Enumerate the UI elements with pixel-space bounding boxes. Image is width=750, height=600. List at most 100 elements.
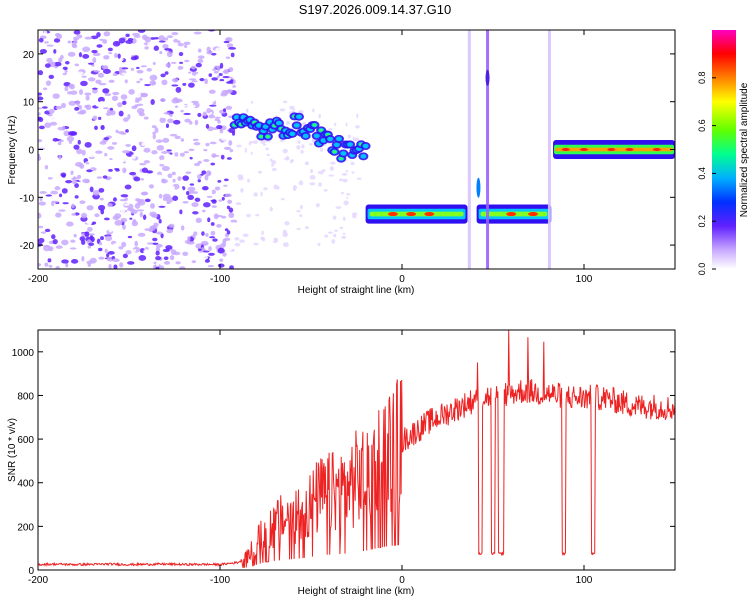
noise-blob <box>189 127 194 134</box>
faint-blob <box>253 192 258 197</box>
noise-blob <box>91 49 98 54</box>
noise-blob <box>207 264 215 268</box>
faint-blob <box>315 203 320 208</box>
noise-blob <box>111 95 119 102</box>
noise-blob <box>64 86 69 92</box>
noise-blob <box>180 104 188 107</box>
noise-blob <box>107 203 113 207</box>
noise-blob <box>58 209 66 212</box>
noise-blob <box>81 133 85 136</box>
noise-blob <box>208 246 212 252</box>
faint-blob <box>271 164 274 167</box>
noise-blob <box>67 40 72 44</box>
noise-blob <box>119 198 127 202</box>
noise-blob <box>143 116 149 120</box>
noise-blob <box>65 262 69 268</box>
noise-blob <box>171 31 179 36</box>
noise-blob <box>169 133 178 137</box>
noise-blob <box>112 40 121 47</box>
noise-blob <box>146 170 153 174</box>
upper-track-hot <box>625 148 634 151</box>
track-core <box>320 138 327 143</box>
noise-blob <box>218 81 226 84</box>
noise-blob <box>164 48 172 51</box>
noise-blob <box>84 104 89 109</box>
noise-blob <box>54 186 61 191</box>
noise-blob <box>100 192 104 198</box>
faint-blob <box>343 200 349 206</box>
noise-blob <box>152 242 159 246</box>
noise-blob <box>61 102 66 109</box>
noise-blob <box>38 117 44 123</box>
noise-blob <box>176 98 183 103</box>
noise-blob <box>87 245 92 249</box>
noise-blob <box>223 186 228 192</box>
noise-blob <box>124 79 128 84</box>
noise-blob <box>122 43 130 46</box>
noise-blob <box>173 119 181 125</box>
noise-blob <box>179 61 184 64</box>
noise-blob <box>120 67 129 70</box>
lower-track-hot <box>387 212 398 217</box>
noise-blob <box>182 175 190 181</box>
noise-blob <box>174 152 179 157</box>
noise-blob <box>219 258 224 262</box>
noise-blob <box>196 134 200 139</box>
noise-blob <box>184 239 191 244</box>
noise-blob <box>39 197 43 202</box>
noise-blob <box>216 75 220 79</box>
noise-blob <box>119 156 127 163</box>
noise-blob <box>44 165 49 170</box>
noise-blob <box>171 77 179 83</box>
noise-blob <box>201 90 206 95</box>
noise-blob <box>228 140 233 146</box>
noise-blob <box>153 36 160 40</box>
noise-blob <box>108 79 115 83</box>
noise-blob <box>230 52 235 58</box>
noise-blob <box>57 141 62 146</box>
noise-blob <box>163 261 171 265</box>
noise-blob <box>91 64 95 67</box>
faint-blob <box>285 120 291 126</box>
noise-blob <box>155 250 160 256</box>
faint-blob <box>304 226 309 230</box>
noise-blob <box>81 255 85 262</box>
noise-blob <box>120 94 128 100</box>
noise-blob <box>87 226 93 232</box>
noise-blob <box>223 146 232 151</box>
track-core <box>340 151 347 156</box>
noise-blob <box>210 217 215 224</box>
noise-blob <box>84 141 92 148</box>
noise-blob <box>92 52 101 57</box>
noise-blob <box>150 99 155 105</box>
faint-blob <box>350 161 355 166</box>
noise-blob <box>86 205 94 211</box>
noise-blob <box>190 104 196 108</box>
faint-blob <box>299 214 303 218</box>
noise-blob <box>89 186 94 193</box>
noise-blob <box>222 252 227 257</box>
noise-blob <box>49 61 56 68</box>
faint-blob <box>262 143 267 146</box>
noise-blob <box>38 112 41 116</box>
noise-blob <box>161 150 170 154</box>
track-core <box>262 124 269 129</box>
noise-blob <box>60 172 67 178</box>
noise-blob <box>43 30 48 36</box>
noise-blob <box>118 131 125 135</box>
noise-blob <box>224 228 229 232</box>
noise-blob <box>98 187 105 193</box>
noise-blob <box>121 234 127 240</box>
faint-blob <box>328 174 334 177</box>
noise-blob <box>161 107 169 111</box>
noise-blob <box>200 141 206 145</box>
faint-blob <box>260 191 263 197</box>
faint-blob <box>296 227 301 231</box>
faint-blob <box>317 242 321 247</box>
faint-blob <box>338 178 344 182</box>
noise-blob <box>49 121 58 126</box>
noise-blob <box>137 30 146 33</box>
noise-blob <box>80 80 88 87</box>
noise-blob <box>131 154 136 160</box>
